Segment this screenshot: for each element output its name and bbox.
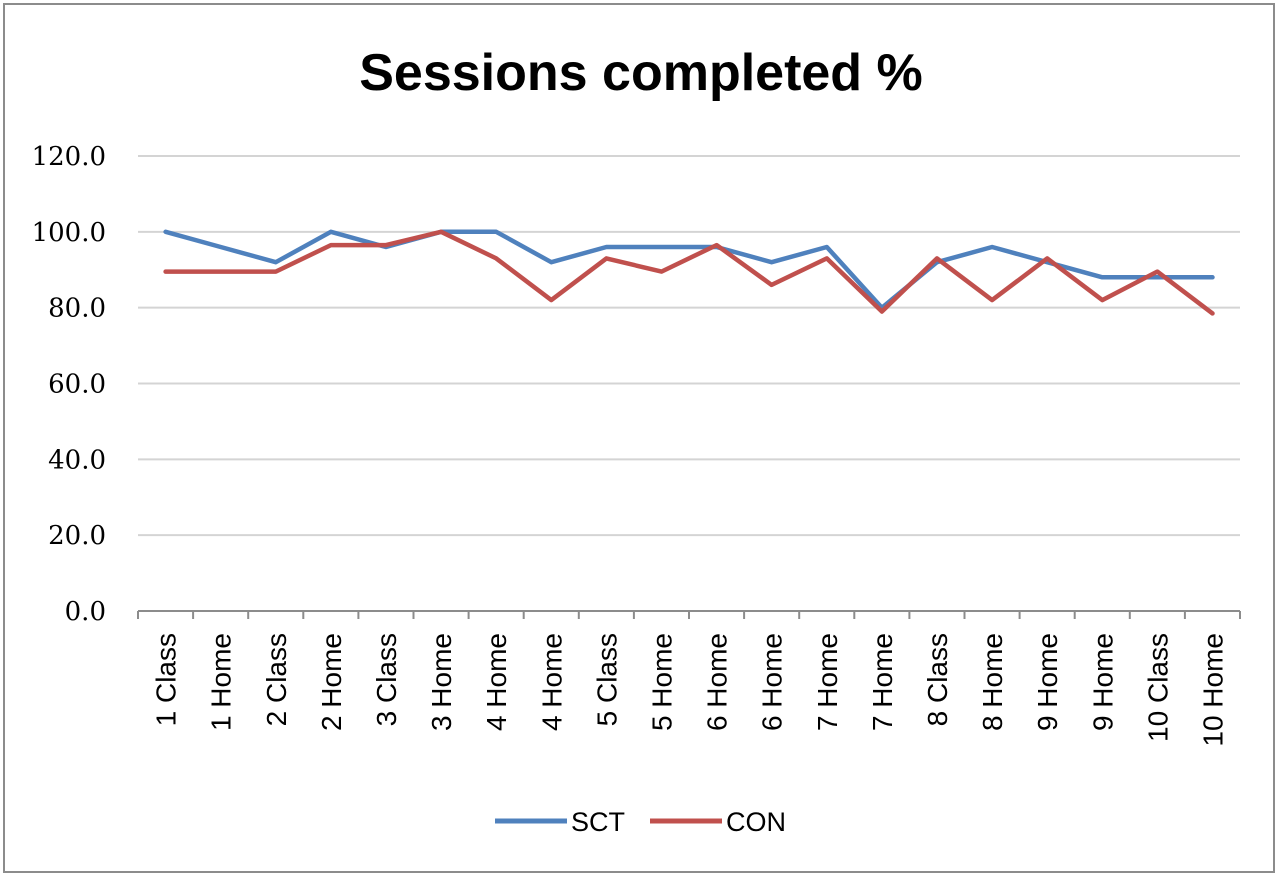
x-tick-label: 1 Home — [206, 633, 237, 731]
y-axis-ticks: 0.0 20.0 40.0 60.0 80.0 100.0 120.0 — [32, 142, 106, 627]
x-tick-label: 3 Home — [426, 633, 457, 731]
y-tick-label: 100.0 — [32, 218, 106, 248]
x-tick-label: 10 Home — [1197, 633, 1228, 747]
series-lines — [163, 229, 1215, 316]
x-tick-label: 7 Home — [867, 633, 898, 731]
x-tick-label: 8 Class — [922, 633, 953, 726]
x-tick-label: 4 Home — [481, 633, 512, 731]
y-tick-label: 60.0 — [48, 370, 106, 400]
legend-label-sct: SCT — [571, 807, 625, 837]
chart-title: Sessions completed % — [359, 44, 923, 102]
x-tick-label: 6 Home — [702, 633, 733, 731]
x-tick-label: 8 Home — [977, 633, 1008, 731]
y-tick-label: 0.0 — [65, 597, 106, 627]
y-tick-label: 80.0 — [48, 294, 106, 324]
x-tick-label: 7 Home — [812, 633, 843, 731]
x-tick-label: 9 Home — [1087, 633, 1118, 731]
x-tick-label: 9 Home — [1032, 633, 1063, 731]
y-tick-label: 120.0 — [32, 142, 106, 172]
x-axis-ticks: 1 Class 1 Home 2 Class 2 Home 3 Class 3 Home 4… — [137, 611, 1241, 747]
series-line-con — [163, 229, 1215, 316]
legend-label-con: CON — [726, 807, 786, 837]
x-tick-label: 1 Class — [151, 633, 182, 726]
gridlines — [138, 155, 1240, 612]
x-tick-label: 4 Home — [536, 633, 567, 731]
x-tick-label: 10 Class — [1142, 633, 1173, 742]
x-tick-label: 3 Class — [371, 633, 402, 726]
y-tick-label: 40.0 — [48, 445, 106, 475]
series-line-sct — [163, 229, 1215, 310]
legend: SCT CON — [495, 807, 786, 837]
x-tick-label: 2 Home — [316, 633, 347, 731]
x-tick-label: 5 Home — [646, 633, 677, 731]
chart-frame: Sessions completed % — [3, 3, 1275, 873]
x-tick-label: 6 Home — [757, 633, 788, 731]
x-tick-label: 5 Class — [591, 633, 622, 726]
x-tick-label: 2 Class — [261, 633, 292, 726]
y-tick-label: 20.0 — [48, 521, 106, 551]
